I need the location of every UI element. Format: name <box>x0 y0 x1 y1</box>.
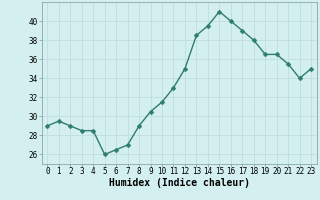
X-axis label: Humidex (Indice chaleur): Humidex (Indice chaleur) <box>109 178 250 188</box>
